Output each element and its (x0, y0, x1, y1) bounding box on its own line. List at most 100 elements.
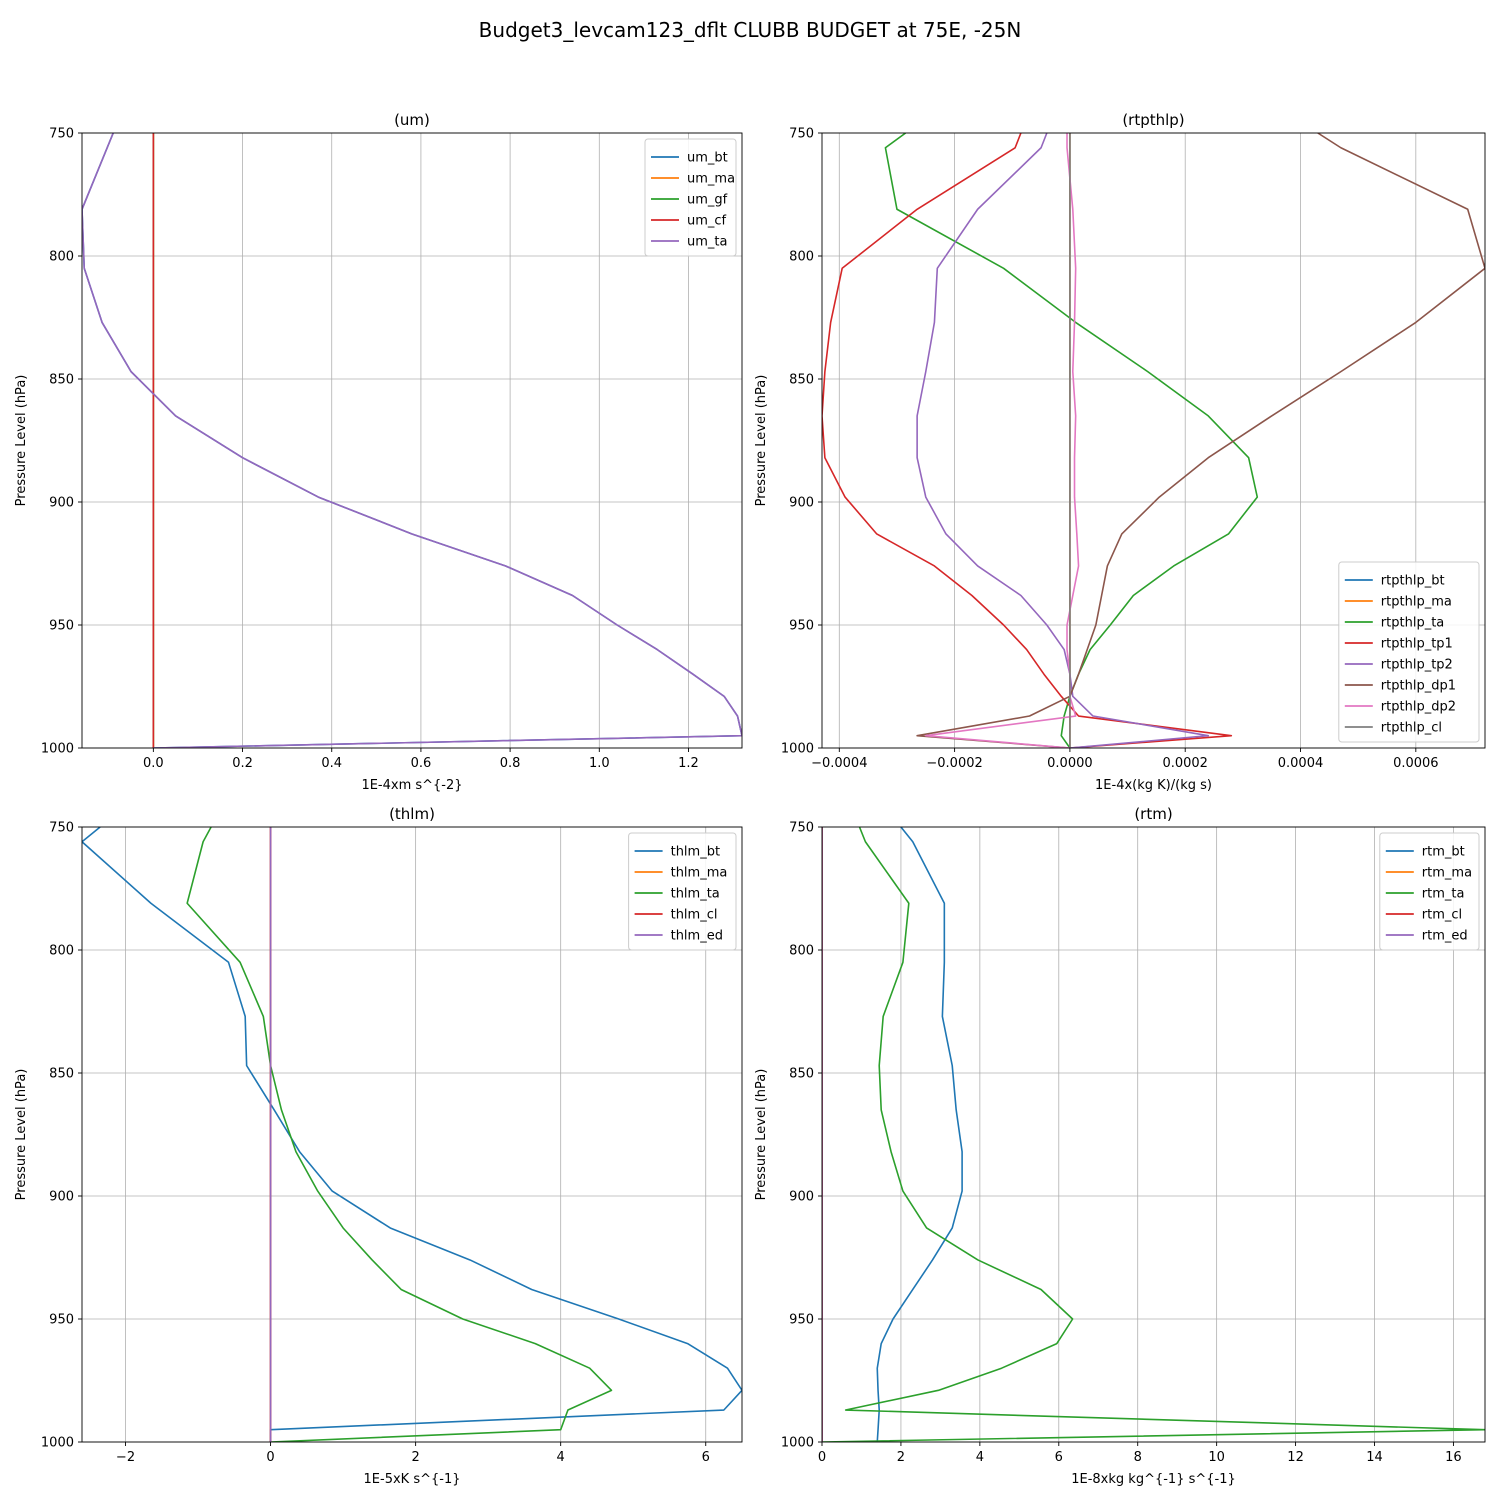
x-tick-label: 0.0000 (1047, 756, 1093, 771)
x-axis-label: 1E-4x(kg K)/(kg s) (1095, 778, 1212, 793)
axes-frame (81, 826, 743, 1443)
x-tick-label: 6 (1055, 1450, 1063, 1465)
series-line-thlm_ta (186, 827, 613, 1442)
axes-title: (rtpthlp) (1122, 111, 1184, 129)
series-line-um_ta (82, 133, 742, 748)
y-axis-label: Pressure Level (hPa) (754, 375, 769, 507)
legend-label-rtpthlp_ta: rtpthlp_ta (1381, 616, 1444, 631)
legend: rtpthlp_bt rtpthlp_ma rtpthlp_ta rtpthlp_tp… (1338, 561, 1480, 743)
y-tick-label: 900 (49, 496, 74, 511)
y-tick-label: 750 (49, 127, 74, 142)
axes-frame (821, 132, 1486, 749)
axes-frame (821, 826, 1486, 1443)
y-tick-label: 800 (49, 944, 74, 959)
y-tick-label: 750 (789, 127, 814, 142)
axes-title: (thlm) (389, 805, 435, 823)
y-tick-label: 800 (789, 250, 814, 265)
y-tick-label: 800 (789, 944, 814, 959)
axes-frame (81, 132, 743, 749)
legend-label-thlm_bt: thlm_bt (671, 845, 720, 860)
legend-label-rtpthlp_tp2: rtpthlp_tp2 (1381, 658, 1453, 673)
y-tick-label: 850 (789, 373, 814, 388)
legend-label-um_gf: um_gf (687, 193, 728, 208)
x-tick-label: −2 (116, 1450, 135, 1465)
y-tick-label: 750 (49, 821, 74, 836)
y-tick-label: 950 (49, 1313, 74, 1328)
legend-label-rtpthlp_tp1: rtpthlp_tp1 (1381, 637, 1453, 652)
x-tick-label: 0 (818, 1450, 826, 1465)
chart-panel-1: 0.0 0.2 0.4 0.6 0.8 1.0 1.2 750 800 850 900 950 1000… (14, 111, 743, 793)
y-axis-label: Pressure Level (hPa) (14, 375, 29, 507)
legend-label-rtm_cl: rtm_cl (1422, 908, 1462, 923)
x-tick-label: 1.0 (589, 756, 610, 771)
legend: um_bt um_ma um_gf um_cf um_ta (644, 138, 737, 257)
legend-label-thlm_ta: thlm_ta (671, 887, 720, 902)
legend-label-thlm_ed: thlm_ed (671, 929, 723, 944)
legend-label-rtpthlp_dp2: rtpthlp_dp2 (1381, 700, 1456, 715)
x-tick-label: 4 (976, 1450, 984, 1465)
x-tick-label: 4 (557, 1450, 565, 1465)
series-lines (822, 133, 1485, 748)
legend-label-um_ta: um_ta (687, 235, 727, 250)
series-lines (82, 133, 742, 748)
x-tick-label: 14 (1366, 1450, 1383, 1465)
legend-label-rtpthlp_dp1: rtpthlp_dp1 (1381, 679, 1456, 694)
x-tick-label: −0.0002 (926, 756, 982, 771)
x-axis-label: 1E-8xkg kg^{-1} s^{-1} (1071, 1472, 1236, 1487)
legend-label-rtm_ma: rtm_ma (1422, 866, 1472, 881)
y-tick-label: 800 (49, 250, 74, 265)
y-tick-label: 950 (789, 1313, 814, 1328)
x-tick-label: 6 (702, 1450, 710, 1465)
x-tick-label: 8 (1134, 1450, 1142, 1465)
legend-label-thlm_ma: thlm_ma (671, 866, 728, 881)
legend-box (628, 832, 737, 951)
series-line-rtpthlp_tp2 (916, 133, 1210, 748)
chart-panel-2: −0.0004 −0.0002 0.0000 0.0002 0.0004 0.0006 75… (754, 111, 1486, 793)
y-tick-label: 900 (789, 1190, 814, 1205)
y-tick-label: 750 (789, 821, 814, 836)
legend-box (644, 138, 737, 257)
x-tick-label: 0.0002 (1162, 756, 1208, 771)
y-tick-label: 900 (789, 496, 814, 511)
x-axis-label: 1E-5xK s^{-1} (364, 1472, 461, 1487)
x-tick-label: 2 (411, 1450, 419, 1465)
x-tick-label: 0.0 (143, 756, 164, 771)
y-tick-label: 850 (789, 1067, 814, 1082)
y-tick-label: 950 (49, 619, 74, 634)
series-line-rtm_bt (876, 827, 963, 1442)
y-tick-label: 1000 (781, 1436, 814, 1451)
y-tick-label: 900 (49, 1190, 74, 1205)
legend: rtm_bt rtm_ma rtm_ta rtm_cl rtm_ed (1379, 832, 1480, 951)
y-tick-label: 1000 (781, 742, 814, 757)
x-axis-label: 1E-4xm s^{-2} (361, 778, 462, 793)
axes-title: (rtm) (1134, 805, 1172, 823)
x-tick-label: 2 (897, 1450, 905, 1465)
legend-label-rtpthlp_bt: rtpthlp_bt (1381, 574, 1445, 589)
legend-label-rtpthlp_cl: rtpthlp_cl (1381, 721, 1442, 736)
series-lines (822, 827, 1485, 1442)
legend-label-thlm_cl: thlm_cl (671, 908, 718, 923)
y-tick-label: 950 (789, 619, 814, 634)
legend-label-rtpthlp_ma: rtpthlp_ma (1381, 595, 1452, 610)
series-line-thlm_bt (82, 827, 742, 1442)
x-tick-label: 0.8 (500, 756, 521, 771)
chart-panel-4: 0 2 4 6 8 10 12 14 16 750 800 850 900 950 1000 (rtm) 1E-… (754, 805, 1486, 1487)
y-tick-label: 1000 (41, 1436, 74, 1451)
x-tick-label: −0.0004 (811, 756, 867, 771)
legend-label-rtm_bt: rtm_bt (1422, 845, 1465, 860)
legend: thlm_bt thlm_ma thlm_ta thlm_cl thlm_ed (628, 832, 737, 951)
axes-title: (um) (394, 111, 430, 129)
x-tick-label: 0.6 (411, 756, 432, 771)
plot-area (82, 133, 742, 748)
x-tick-label: 0.0006 (1393, 756, 1439, 771)
x-tick-label: 0.2 (232, 756, 253, 771)
legend-label-rtm_ta: rtm_ta (1422, 887, 1465, 902)
legend-label-um_bt: um_bt (687, 151, 728, 166)
y-axis-label: Pressure Level (hPa) (14, 1069, 29, 1201)
chart-panel-3: −2 0 2 4 6 750 800 850 900 950 1000 (thlm) 1E-5xK s^… (14, 805, 743, 1487)
x-tick-label: 0.4 (321, 756, 342, 771)
series-lines (82, 827, 742, 1442)
figure-title: Budget3_levcam123_dflt CLUBB BUDGET at 7… (479, 18, 1022, 42)
legend-label-um_ma: um_ma (687, 172, 735, 187)
